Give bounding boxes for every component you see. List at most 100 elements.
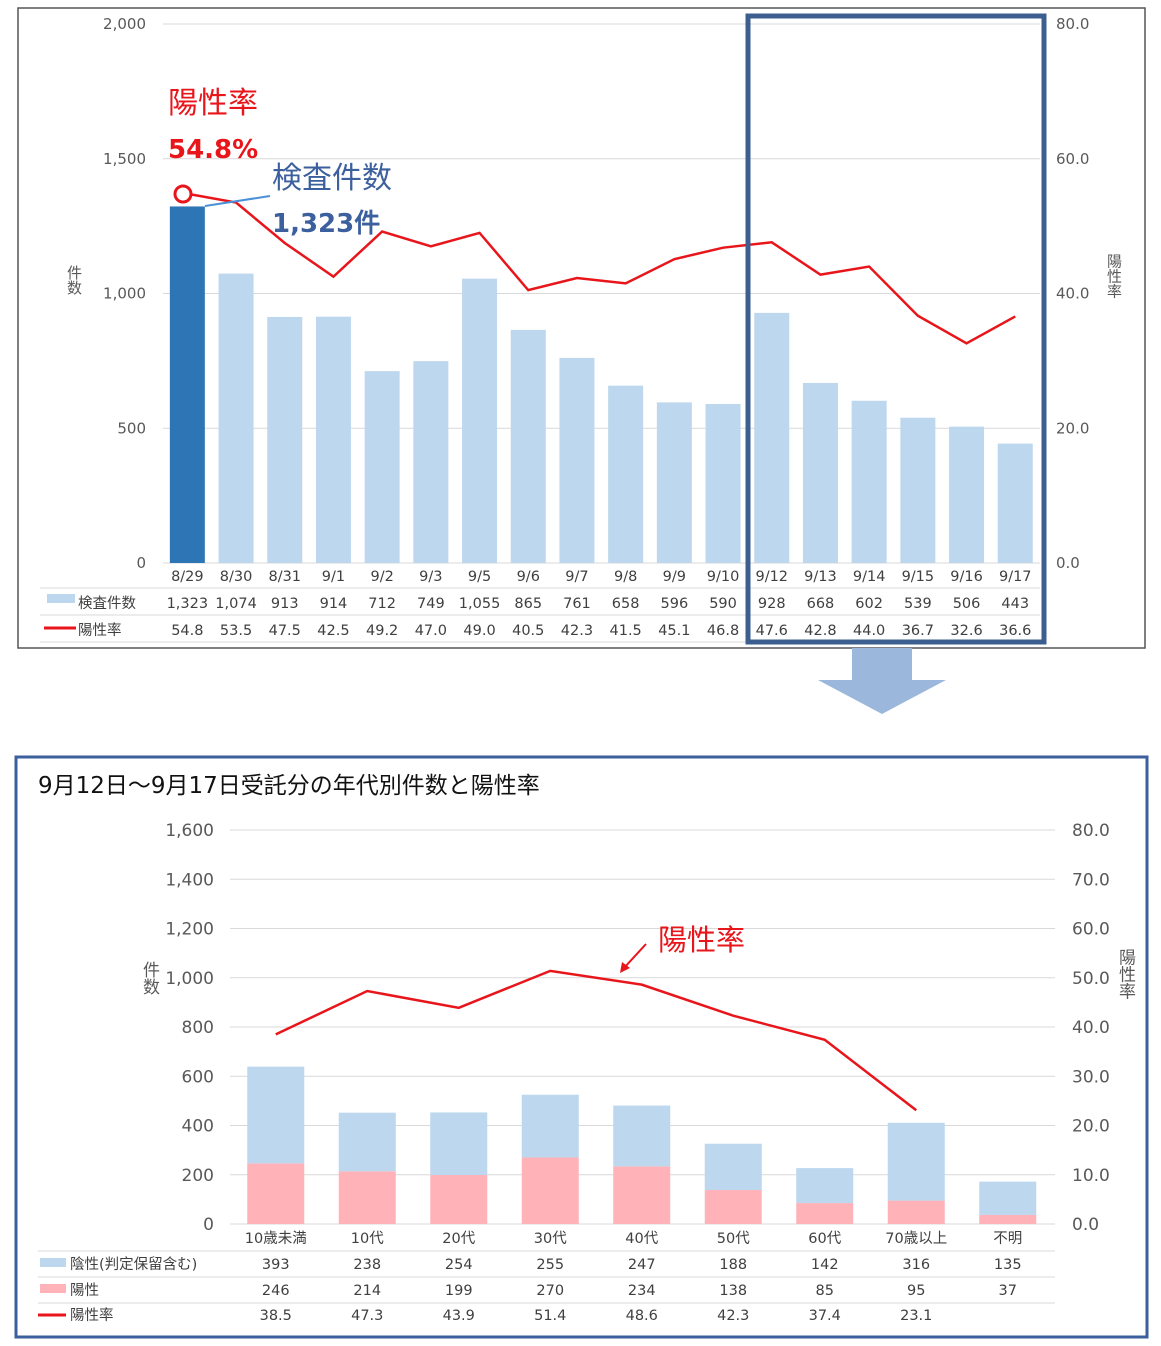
- data-label-negative: 238: [353, 1257, 381, 1273]
- annotation-marker: [173, 184, 193, 204]
- x-tick-label: 9/14: [853, 569, 886, 585]
- data-label-rate: 42.3: [717, 1308, 749, 1324]
- highlight-box: [745, 13, 1047, 645]
- bar-positive: [704, 1190, 762, 1224]
- data-label-positive: 85: [816, 1283, 834, 1299]
- bar: [510, 329, 546, 563]
- y2-tick-label: 0.0: [1056, 554, 1080, 572]
- y-tick-label: 500: [117, 419, 146, 437]
- x-tick-label: 20代: [442, 1230, 475, 1247]
- data-label-positive: 95: [907, 1283, 925, 1299]
- x-tick-label: 70歳以上: [885, 1230, 947, 1247]
- y-axis-label: 件数: [65, 265, 83, 295]
- x-tick-label: 不明: [993, 1231, 1022, 1247]
- bar: [462, 278, 498, 563]
- bar-positive: [613, 1166, 671, 1224]
- bar: [559, 357, 595, 563]
- bar-negative: [521, 1094, 579, 1158]
- data-label-negative: 142: [811, 1257, 839, 1273]
- x-tick-label: 9/13: [804, 569, 837, 585]
- x-tick-label: 9/15: [902, 569, 935, 585]
- data-label-rate: 38.5: [260, 1308, 292, 1324]
- bar: [851, 400, 887, 563]
- y2-tick-label: 20.0: [1072, 1117, 1110, 1137]
- bar-positive: [887, 1200, 945, 1224]
- data-label-rate: 47.6: [756, 623, 788, 639]
- annotation-rate-value: 54.8%: [168, 135, 258, 165]
- x-tick-label: 50代: [717, 1230, 750, 1247]
- legend-label-rate: 陽性率: [78, 622, 122, 639]
- bar: [608, 385, 644, 563]
- legend-swatch-negative: [40, 1258, 66, 1267]
- bar-negative: [704, 1143, 762, 1191]
- y-tick-label: 800: [182, 1018, 214, 1038]
- x-tick-label: 9/9: [663, 569, 686, 585]
- annotation-arrow-2: [623, 943, 647, 969]
- bar-negative: [796, 1168, 854, 1204]
- x-tick-label: 10歳未満: [245, 1230, 307, 1247]
- data-label-negative: 254: [445, 1257, 473, 1273]
- data-label-rate: 23.1: [900, 1308, 932, 1324]
- data-label-count: 913: [271, 596, 299, 612]
- x-tick-label: 9/16: [950, 569, 983, 585]
- data-label-count: 749: [417, 596, 445, 612]
- data-label-negative: 255: [536, 1257, 564, 1273]
- y2-tick-label: 40.0: [1072, 1018, 1110, 1038]
- y2-tick-label: 80.0: [1056, 15, 1089, 33]
- x-tick-label: 9/5: [468, 569, 491, 585]
- data-label-count: 443: [1001, 596, 1029, 612]
- data-label-positive: 270: [536, 1283, 564, 1299]
- bar-positive: [430, 1174, 488, 1224]
- bar-negative: [247, 1066, 305, 1164]
- data-label-rate: 41.5: [610, 623, 642, 639]
- data-label-count: 658: [612, 596, 640, 612]
- x-tick-label: 9/17: [999, 569, 1032, 585]
- data-label-count: 590: [709, 596, 737, 612]
- bar-negative: [430, 1112, 488, 1175]
- legend-label-count: 検査件数: [78, 595, 136, 612]
- bar: [802, 382, 838, 563]
- y-tick-label: 0: [136, 554, 146, 572]
- y-tick-label: 1,400: [165, 870, 214, 890]
- y2-tick-label: 70.0: [1072, 870, 1110, 890]
- data-label-positive: 234: [628, 1283, 656, 1299]
- annotation-count-value: 1,323件: [272, 209, 380, 239]
- y2-tick-label: 0.0: [1072, 1215, 1099, 1235]
- x-tick-label: 60代: [808, 1230, 841, 1247]
- x-tick-label: 9/12: [755, 569, 788, 585]
- x-tick-label: 8/29: [171, 569, 204, 585]
- bar-positive: [338, 1171, 396, 1224]
- data-label-rate: 51.4: [534, 1308, 566, 1324]
- rate-line: [187, 192, 1016, 345]
- data-label-rate: 44.0: [853, 623, 885, 639]
- data-label-count: 928: [758, 596, 786, 612]
- y2-tick-label: 50.0: [1072, 969, 1110, 989]
- bar: [705, 403, 741, 563]
- annotation-leader-line: [204, 195, 271, 207]
- data-label-rate: 40.5: [512, 623, 544, 639]
- chart2-title: 9月12日〜9月17日受託分の年代別件数と陽性率: [38, 773, 540, 799]
- legend-swatch-positive: [40, 1284, 66, 1293]
- bar-positive: [247, 1163, 305, 1224]
- bar-positive: [979, 1214, 1037, 1224]
- data-label-rate: 42.5: [317, 623, 349, 639]
- down-arrow-icon: [818, 648, 946, 714]
- bar: [169, 206, 205, 563]
- bar-negative: [979, 1181, 1037, 1215]
- y-tick-label: 1,000: [103, 285, 146, 303]
- bar: [754, 312, 790, 563]
- y-tick-label: 2,000: [103, 15, 146, 33]
- data-label-count: 1,323: [167, 596, 209, 612]
- y2-tick-label: 30.0: [1072, 1067, 1110, 1087]
- data-label-positive: 214: [353, 1283, 381, 1299]
- data-label-count: 668: [807, 596, 835, 612]
- data-label-negative: 393: [262, 1257, 290, 1273]
- bar-negative: [338, 1112, 396, 1172]
- bar: [267, 316, 303, 563]
- bar: [656, 402, 692, 563]
- x-tick-label: 9/10: [707, 569, 740, 585]
- data-label-count: 602: [855, 596, 883, 612]
- data-label-rate: 32.6: [950, 623, 982, 639]
- y-tick-label: 1,500: [103, 150, 146, 168]
